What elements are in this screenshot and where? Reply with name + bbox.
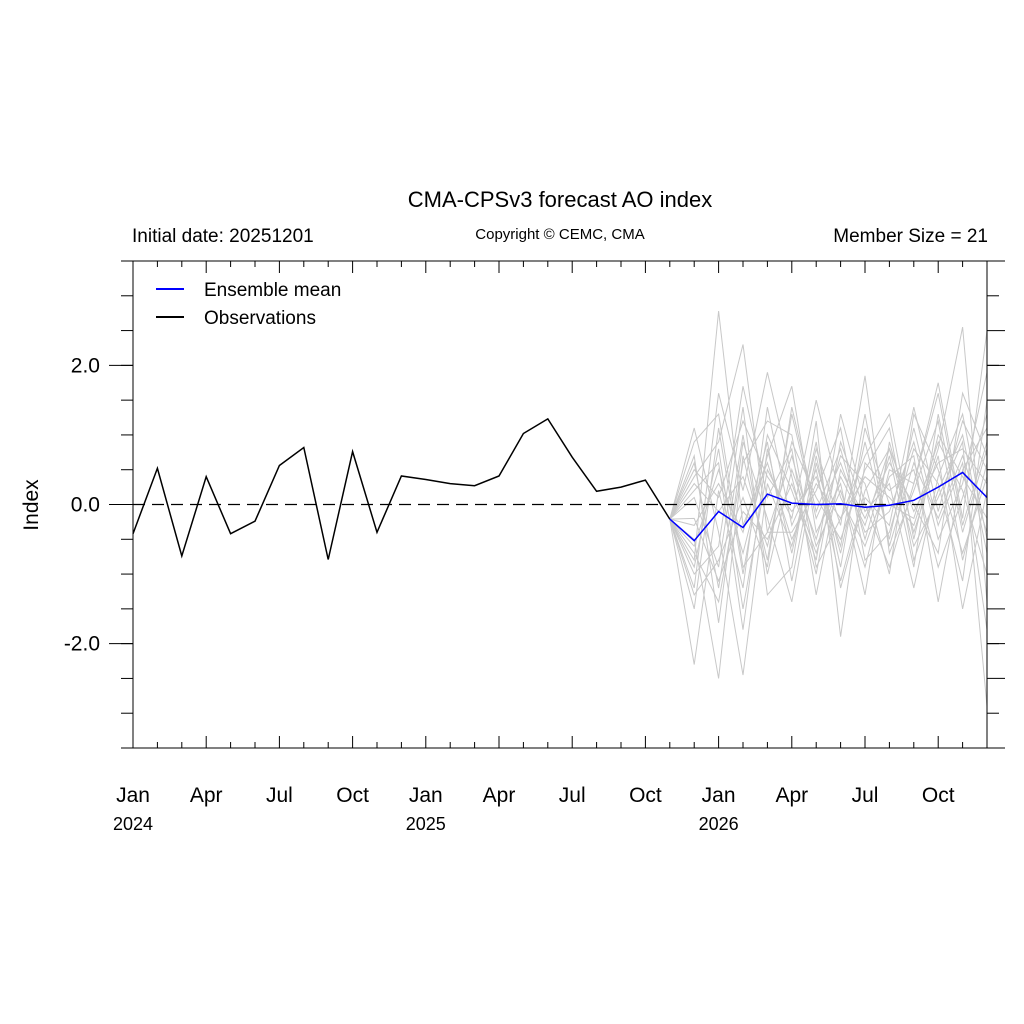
legend-label-observations: Observations xyxy=(204,308,316,329)
ensemble-mean-line xyxy=(669,471,988,542)
member-size-label: Member Size = 21 xyxy=(833,226,988,247)
x-tick-label: Jan xyxy=(409,784,443,807)
ensemble-member-line-17 xyxy=(669,412,988,604)
ensemble-member-line-4 xyxy=(669,372,988,679)
ensemble-member-line-12 xyxy=(669,399,988,609)
ensemble-member-line-7 xyxy=(669,407,988,637)
observations-series xyxy=(132,417,671,560)
x-tick-label: Oct xyxy=(922,784,955,807)
ensemble-member-line-3 xyxy=(669,406,988,707)
axis-ticks xyxy=(109,260,1005,749)
x-tick-label: Apr xyxy=(775,784,808,807)
ensemble-member-line-15 xyxy=(669,386,988,595)
x-tick-label: Jul xyxy=(266,784,293,807)
initial-date-label: Initial date: 20251201 xyxy=(132,226,314,247)
x-tick-label: Oct xyxy=(336,784,369,807)
ensemble-member-line-21 xyxy=(669,447,988,583)
x-tick-year-label: 2024 xyxy=(113,814,153,834)
ensemble-member-line-20 xyxy=(669,414,988,549)
x-tick-label: Oct xyxy=(629,784,662,807)
x-tick-year-label: 2025 xyxy=(406,814,446,834)
copyright-label: Copyright © CEMC, CMA xyxy=(475,226,644,243)
y-axis-labels: -2.0 0.0 2.0 xyxy=(64,354,100,655)
y-axis-label: Index xyxy=(20,479,43,531)
x-tick-label: Jan xyxy=(702,784,736,807)
ensemble-member-line-11 xyxy=(669,426,988,563)
legend: Ensemble mean Observations xyxy=(156,280,341,329)
ensemble-members xyxy=(669,311,988,707)
y-tick-label: 2.0 xyxy=(71,354,100,377)
legend-label-ensemble-mean: Ensemble mean xyxy=(204,280,341,301)
ensemble-member-line-16 xyxy=(669,400,988,582)
x-tick-label: Jan xyxy=(116,784,150,807)
x-tick-label: Apr xyxy=(483,784,516,807)
y-tick-label: -2.0 xyxy=(64,633,100,656)
ensemble-member-line-19 xyxy=(669,406,988,597)
x-tick-label: Jul xyxy=(852,784,879,807)
chart-title: CMA-CPSv3 forecast AO index xyxy=(408,187,712,212)
observations-line xyxy=(132,417,671,560)
x-tick-year-label: 2026 xyxy=(699,814,739,834)
x-tick-label: Apr xyxy=(190,784,223,807)
plot-area xyxy=(109,260,1005,749)
ensemble-member-line-13 xyxy=(669,412,988,589)
y-tick-label: 0.0 xyxy=(71,494,100,517)
ensemble-mean-series xyxy=(669,471,988,542)
x-axis-labels: Jan 2024 Apr Jul Oct Jan 2025 Apr Jul Oct Jan 2026 A… xyxy=(113,784,955,834)
x-tick-label: Jul xyxy=(559,784,586,807)
ensemble-member-line-10 xyxy=(669,393,988,610)
